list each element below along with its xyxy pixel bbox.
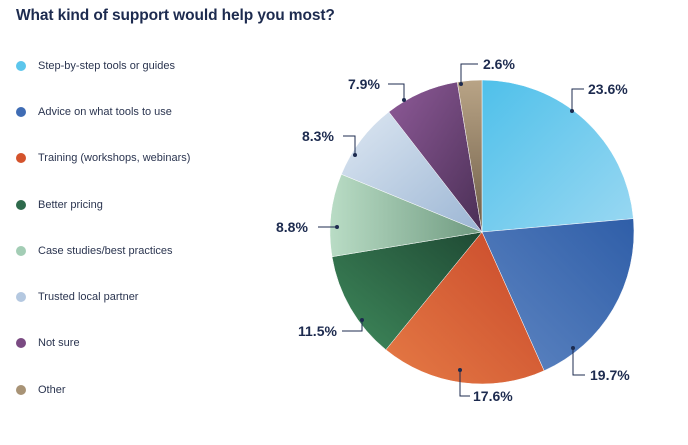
legend-swatch-icon (16, 292, 26, 302)
pie-slice (481, 79, 634, 233)
legend-label: Other (38, 384, 66, 396)
legend-label: Better pricing (38, 199, 103, 211)
pie-slice (331, 231, 483, 351)
legend-swatch-icon (16, 200, 26, 210)
pie-callouts: 23.6% 19.7% 17.6% 11.5% 8.8% 8.3% 7.9% 2… (276, 56, 630, 404)
label-7-9: 7.9% (348, 76, 380, 92)
legend-label: Advice on what tools to use (38, 106, 172, 118)
pie-slice (456, 79, 483, 233)
legend-label: Step-by-step tools or guides (38, 60, 175, 72)
label-19-7: 19.7% (590, 367, 630, 383)
legend-item-pricing: Better pricing (16, 199, 103, 211)
legend-item-other: Other (16, 384, 66, 396)
label-8-8: 8.8% (276, 219, 308, 235)
label-11-5: 11.5% (298, 323, 337, 339)
label-2-6: 2.6% (483, 56, 515, 72)
pie-slice (385, 231, 545, 385)
legend-swatch-icon (16, 153, 26, 163)
legend-label: Trusted local partner (38, 291, 139, 303)
legend-swatch-icon (16, 385, 26, 395)
legend-swatch-icon (16, 246, 26, 256)
legend-swatch-icon (16, 61, 26, 71)
legend-swatch-icon (16, 338, 26, 348)
label-23-6: 23.6% (588, 81, 628, 97)
pie-slices (329, 79, 635, 385)
legend-item-local-partner: Trusted local partner (16, 291, 138, 303)
legend-item-not-sure: Not sure (16, 337, 80, 349)
legend-label: Not sure (38, 337, 80, 349)
label-17-6: 17.6% (473, 388, 513, 404)
legend-swatch-icon (16, 107, 26, 117)
label-8-3: 8.3% (302, 128, 334, 144)
pie-slice (329, 173, 483, 258)
legend-item-step-by-step: Step-by-step tools or guides (16, 60, 175, 72)
pie-slice (481, 218, 635, 372)
legend-label: Training (workshops, webinars) (38, 152, 191, 164)
legend-label: Case studies/best practices (38, 245, 173, 257)
legend-item-advice: Advice on what tools to use (16, 106, 172, 118)
chart-title: What kind of support would help you most… (16, 7, 335, 24)
legend-item-training: Training (workshops, webinars) (16, 152, 190, 164)
legend-item-case-studies: Case studies/best practices (16, 245, 173, 257)
